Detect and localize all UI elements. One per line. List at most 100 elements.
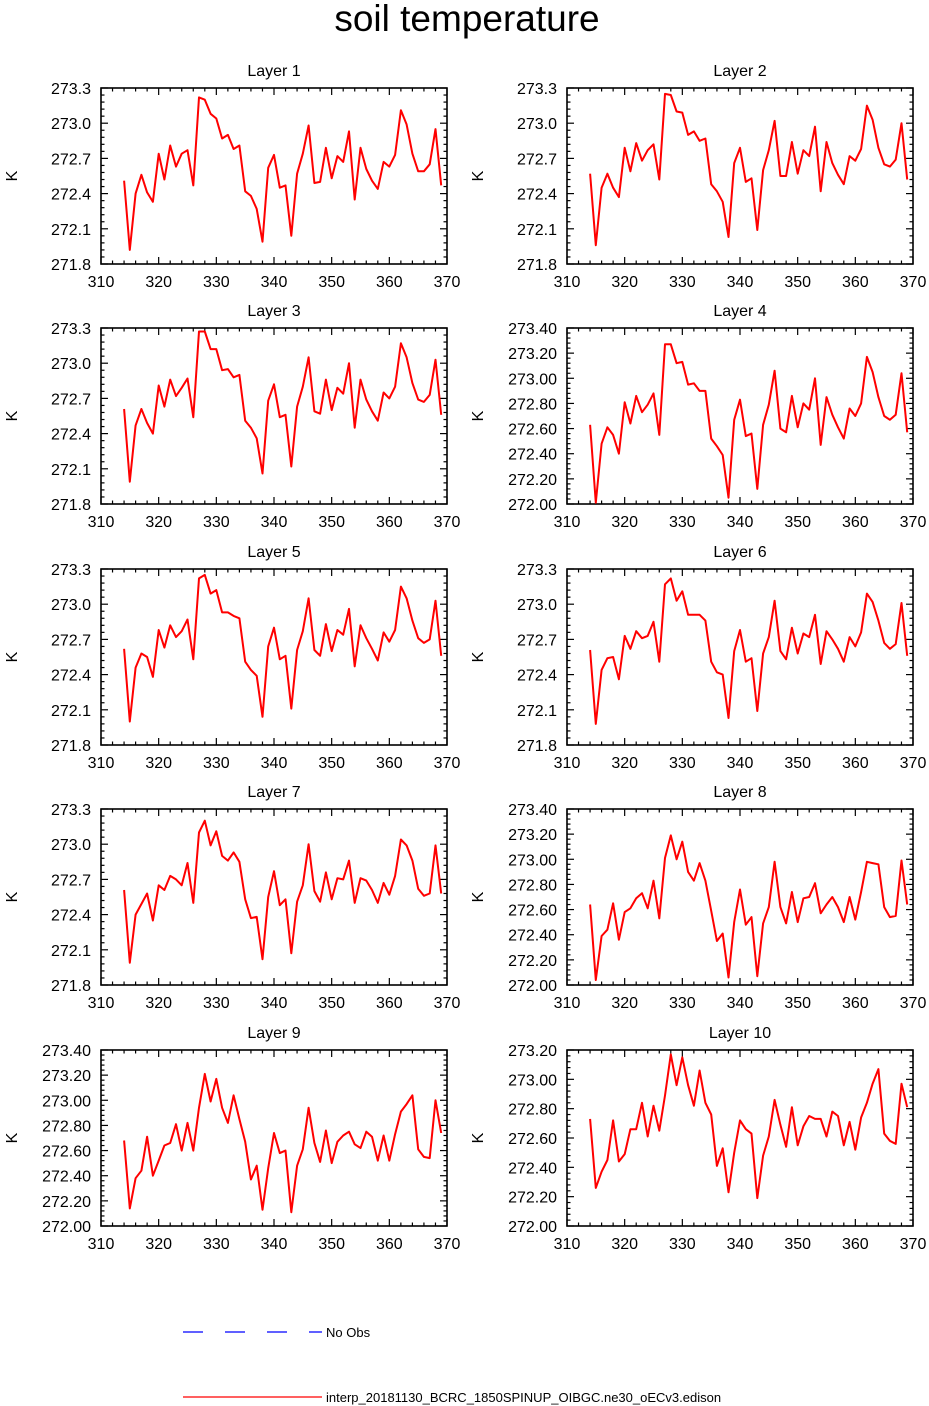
legend: No Obs interp_20181130_BCRC_1850SPINUP_O… bbox=[183, 1325, 721, 1405]
y-tick-label: 272.80 bbox=[508, 396, 557, 413]
panel-title: Layer 10 bbox=[709, 1025, 771, 1042]
x-tick-label: 340 bbox=[727, 1236, 754, 1253]
x-tick-label: 340 bbox=[727, 755, 754, 772]
y-tick-label: 272.40 bbox=[508, 928, 557, 945]
panel-layer-10: Layer 10 310 320 330 340 350 360 370 272.00 272.2… bbox=[470, 1025, 926, 1253]
x-tick-label: 340 bbox=[261, 995, 288, 1012]
x-tick-label: 320 bbox=[611, 995, 638, 1012]
legend-label-model: interp_20181130_BCRC_1850SPINUP_OIBGC.ne… bbox=[326, 1390, 721, 1405]
plot-frame bbox=[566, 808, 914, 986]
panels: Layer 1 310 320 330 340 350 360 370 271.8 272.1 27… bbox=[4, 63, 926, 1253]
y-tick-label: 272.7 bbox=[517, 151, 557, 168]
plot-frame bbox=[566, 327, 914, 505]
y-tick-label: 272.00 bbox=[508, 497, 557, 514]
y-tick-label: 272.4 bbox=[517, 668, 557, 685]
y-tick-label: 272.20 bbox=[42, 1194, 91, 1211]
x-tick-label: 370 bbox=[900, 274, 927, 291]
x-tick-label: 350 bbox=[784, 995, 811, 1012]
x-tick-label: 320 bbox=[145, 1236, 172, 1253]
panel-title: Layer 6 bbox=[713, 544, 766, 561]
plot-frame bbox=[100, 327, 448, 505]
x-tick-label: 330 bbox=[203, 755, 230, 772]
y-tick-label: 271.8 bbox=[51, 497, 91, 514]
x-tick-label: 350 bbox=[784, 1236, 811, 1253]
x-tick-label: 340 bbox=[727, 274, 754, 291]
x-tick-label: 350 bbox=[784, 755, 811, 772]
x-tick-label: 330 bbox=[669, 995, 696, 1012]
panel-layer-3: Layer 3 310 320 330 340 350 360 370 271.8 272.1 27… bbox=[4, 303, 460, 531]
x-tick-label: 320 bbox=[611, 514, 638, 531]
y-tick-label: 273.00 bbox=[508, 852, 557, 869]
y-tick-label: 272.80 bbox=[508, 877, 557, 894]
panel-layer-9: Layer 9 310 320 330 340 350 360 370 272.00 272.20… bbox=[4, 1025, 460, 1253]
y-tick-label: 273.0 bbox=[517, 597, 557, 614]
x-tick-label: 310 bbox=[554, 995, 581, 1012]
y-tick-label: 273.40 bbox=[508, 802, 557, 819]
y-tick-label: 273.0 bbox=[517, 116, 557, 133]
y-tick-label: 272.20 bbox=[508, 1190, 557, 1207]
x-tick-label: 360 bbox=[376, 995, 403, 1012]
x-tick-label: 350 bbox=[318, 755, 345, 772]
y-tick-label: 273.20 bbox=[42, 1068, 91, 1085]
x-tick-label: 350 bbox=[318, 995, 345, 1012]
y-tick-label: 273.20 bbox=[508, 1043, 557, 1060]
y-tick-label: 273.3 bbox=[517, 81, 557, 98]
y-tick-label: 271.8 bbox=[51, 738, 91, 755]
series-line bbox=[589, 834, 909, 981]
x-tick-label: 330 bbox=[669, 274, 696, 291]
x-tick-label: 350 bbox=[784, 514, 811, 531]
y-tick-label: 273.40 bbox=[508, 321, 557, 338]
panel-title: Layer 2 bbox=[713, 63, 766, 80]
x-tick-label: 350 bbox=[318, 514, 345, 531]
panel-title: Layer 7 bbox=[247, 784, 300, 801]
x-tick-label: 360 bbox=[376, 1236, 403, 1253]
y-tick-label: 272.4 bbox=[517, 187, 557, 204]
y-tick-label: 273.0 bbox=[51, 356, 91, 373]
panel-layer-8: Layer 8 310 320 330 340 350 360 370 272.00 272.20… bbox=[470, 784, 926, 1012]
y-axis-label: K bbox=[470, 891, 487, 902]
y-tick-label: 272.7 bbox=[51, 151, 91, 168]
x-tick-label: 370 bbox=[900, 514, 927, 531]
y-tick-label: 273.0 bbox=[51, 597, 91, 614]
y-axis-label: K bbox=[470, 1132, 487, 1143]
y-tick-label: 272.40 bbox=[508, 1160, 557, 1177]
y-axis-label: K bbox=[4, 1132, 21, 1143]
plot-frame bbox=[100, 568, 448, 746]
x-tick-label: 360 bbox=[376, 755, 403, 772]
y-axis-label: K bbox=[4, 410, 21, 421]
y-tick-label: 272.1 bbox=[51, 943, 91, 960]
panel-title: Layer 3 bbox=[247, 303, 300, 320]
panel-layer-5: Layer 5 310 320 330 340 350 360 370 271.8 272.1 27… bbox=[4, 544, 460, 772]
y-tick-label: 273.3 bbox=[51, 562, 91, 579]
y-tick-label: 272.80 bbox=[508, 1102, 557, 1119]
x-tick-label: 310 bbox=[554, 1236, 581, 1253]
panel-layer-2: Layer 2 310 320 330 340 350 360 370 271.8 272.1 27… bbox=[470, 63, 926, 291]
y-tick-label: 273.00 bbox=[508, 371, 557, 388]
x-tick-label: 340 bbox=[261, 274, 288, 291]
x-tick-label: 360 bbox=[376, 274, 403, 291]
x-tick-label: 360 bbox=[842, 274, 869, 291]
y-tick-label: 272.40 bbox=[42, 1169, 91, 1186]
y-tick-label: 272.20 bbox=[508, 953, 557, 970]
x-tick-label: 330 bbox=[203, 514, 230, 531]
y-tick-label: 272.7 bbox=[517, 632, 557, 649]
x-tick-label: 370 bbox=[900, 1236, 927, 1253]
x-tick-label: 370 bbox=[434, 995, 461, 1012]
y-tick-label: 272.7 bbox=[51, 391, 91, 408]
y-tick-label: 271.8 bbox=[51, 257, 91, 274]
x-tick-label: 370 bbox=[434, 274, 461, 291]
y-tick-label: 272.4 bbox=[51, 668, 91, 685]
y-tick-label: 272.1 bbox=[51, 222, 91, 239]
x-tick-label: 310 bbox=[88, 1236, 115, 1253]
y-tick-label: 272.20 bbox=[508, 472, 557, 489]
x-tick-label: 330 bbox=[203, 274, 230, 291]
x-tick-label: 370 bbox=[434, 1236, 461, 1253]
y-tick-label: 272.7 bbox=[51, 872, 91, 889]
x-tick-label: 350 bbox=[784, 274, 811, 291]
x-tick-label: 330 bbox=[669, 755, 696, 772]
y-axis-label: K bbox=[4, 651, 21, 662]
y-tick-label: 272.00 bbox=[508, 1219, 557, 1236]
y-tick-label: 272.40 bbox=[508, 447, 557, 464]
x-tick-label: 320 bbox=[611, 1236, 638, 1253]
panel-title: Layer 8 bbox=[713, 784, 766, 801]
